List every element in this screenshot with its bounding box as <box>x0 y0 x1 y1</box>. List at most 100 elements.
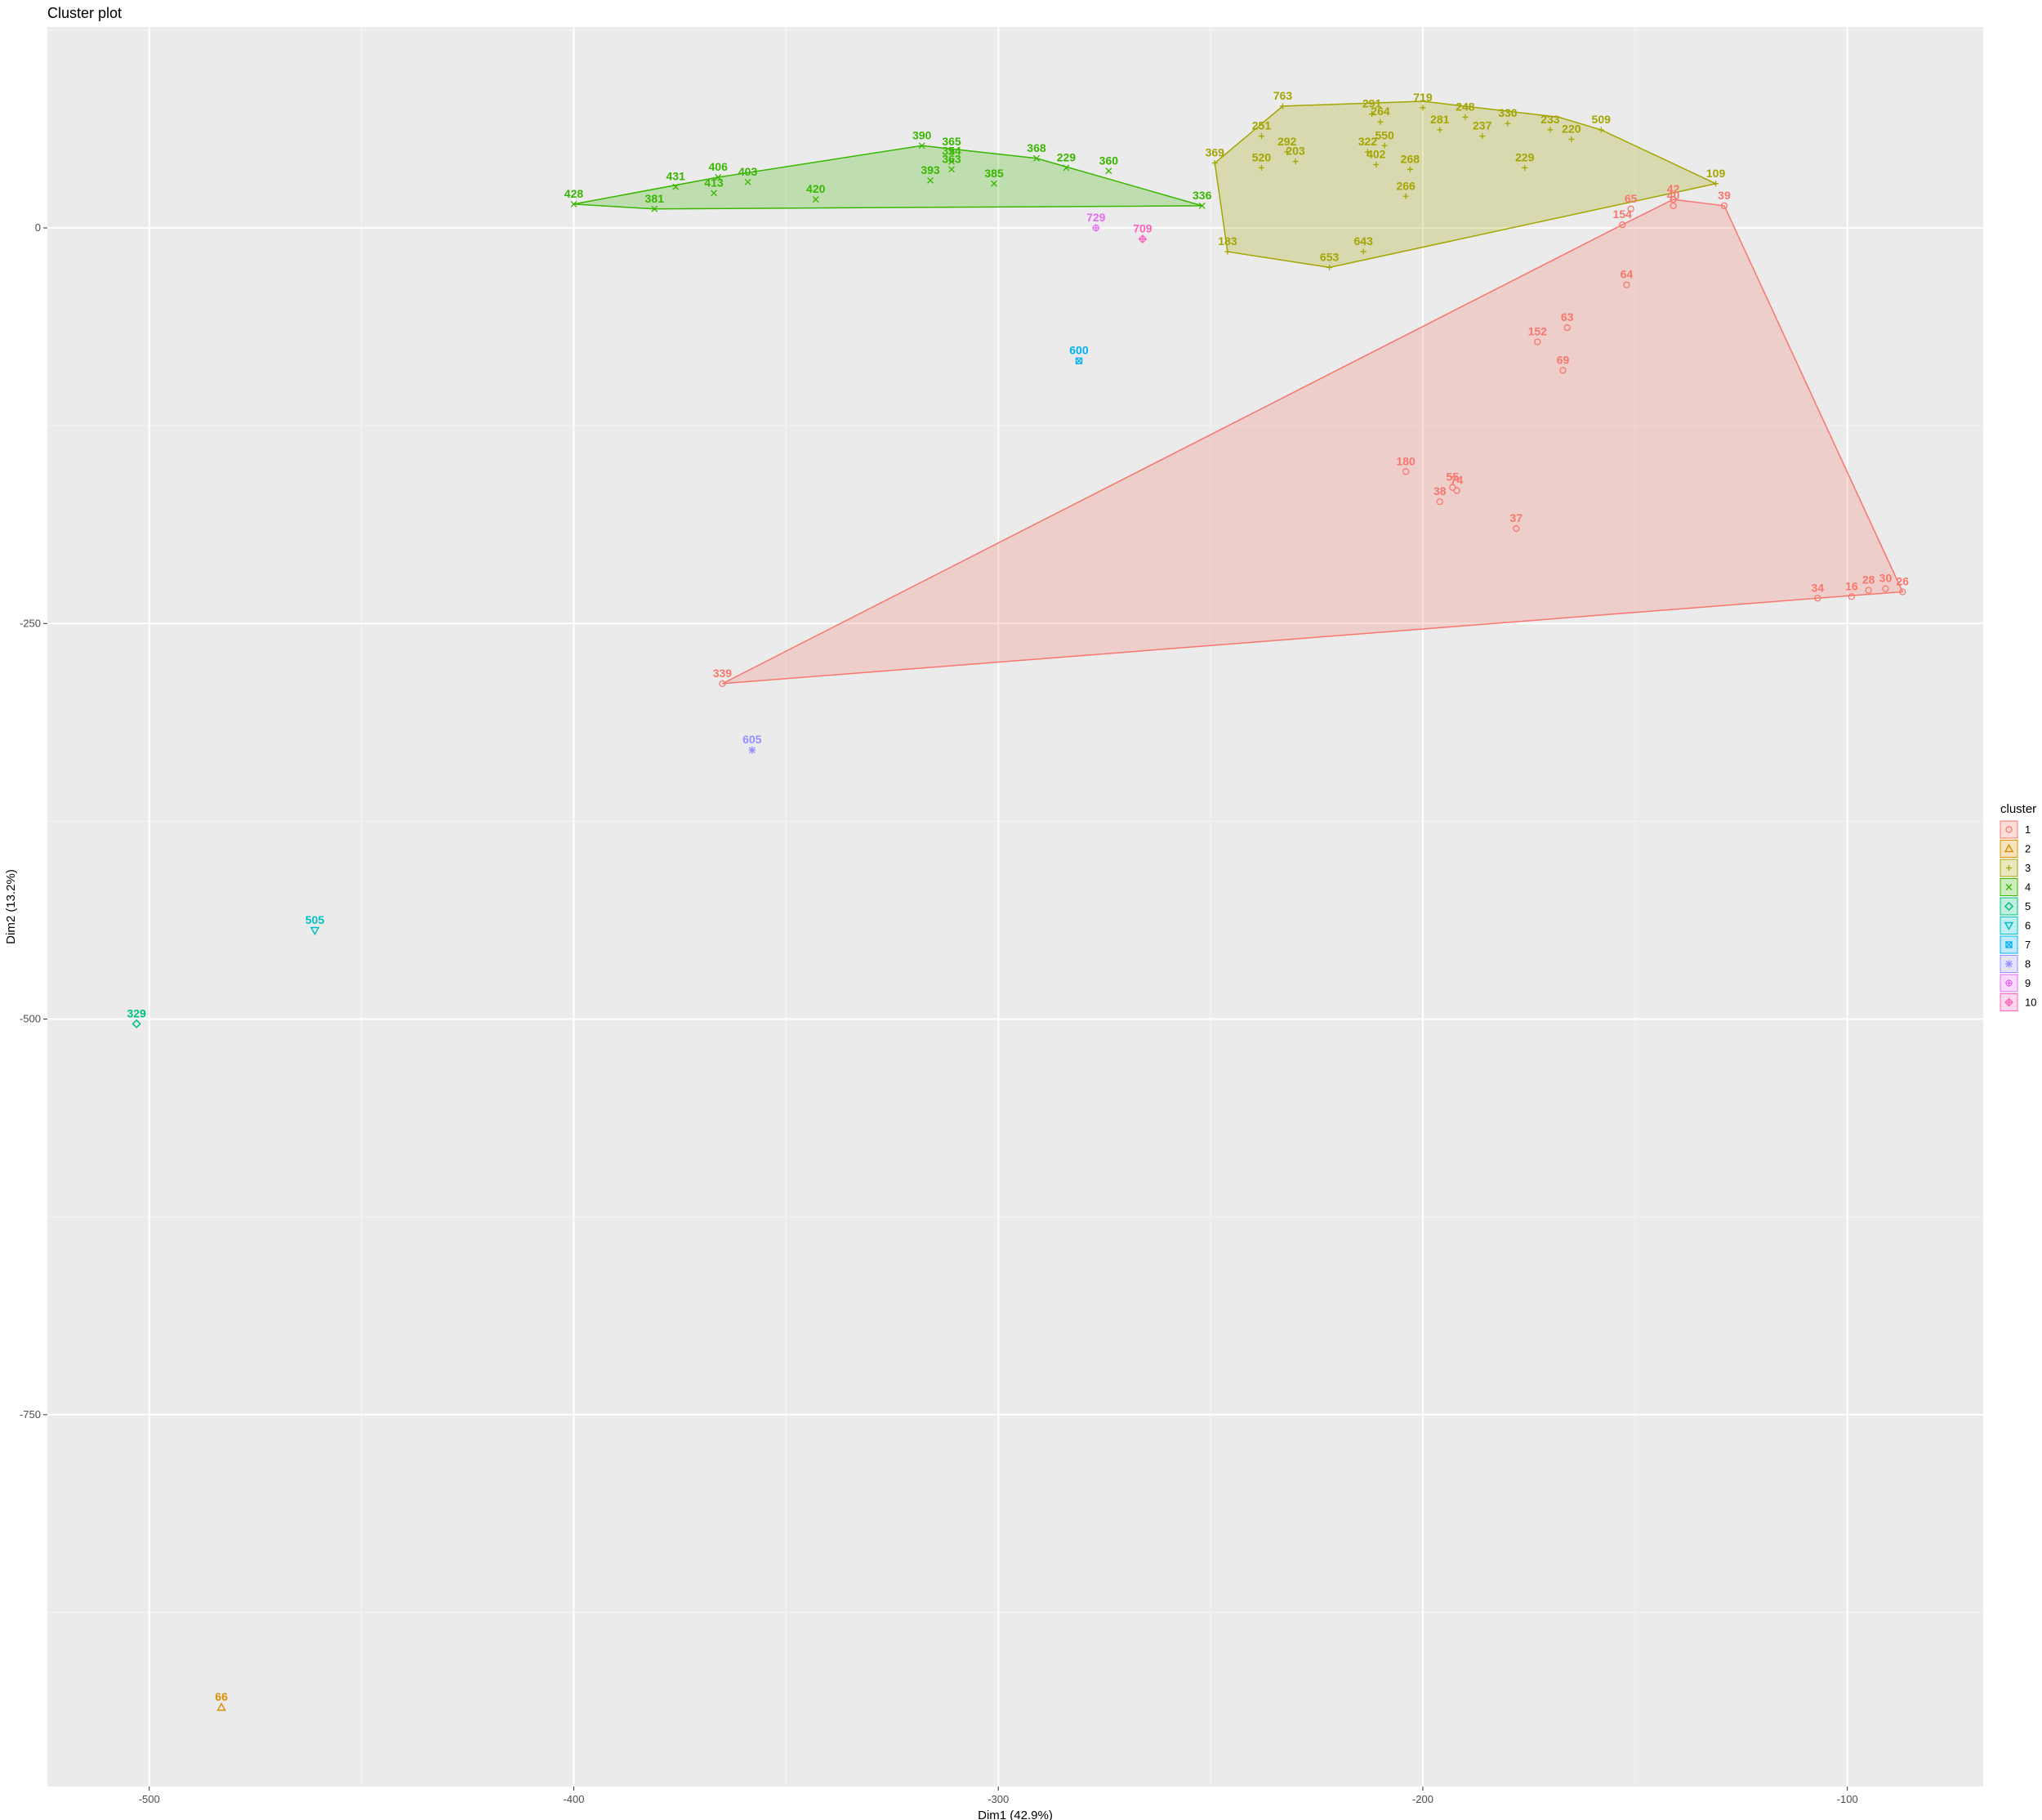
point-label: 322 <box>1358 135 1378 148</box>
point-label: 763 <box>1273 89 1293 102</box>
cluster-5-point <box>132 1019 141 1028</box>
y-tick-label: -500 <box>20 1013 41 1025</box>
cluster-4-point <box>1063 164 1070 172</box>
point-label: 385 <box>984 167 1004 180</box>
cluster-8-point <box>748 746 756 754</box>
point-label: 403 <box>738 165 758 178</box>
point-label: 709 <box>1133 222 1153 235</box>
cluster-3-point <box>1292 158 1299 165</box>
cluster-4-point <box>812 196 819 203</box>
legend-label-9: 9 <box>2025 977 2031 989</box>
cluster-6-point <box>310 926 320 936</box>
cluster-1-point <box>1865 587 1872 594</box>
cluster-1-point <box>1814 595 1821 602</box>
point-label: 183 <box>1218 234 1237 248</box>
point-label: 180 <box>1396 454 1416 467</box>
x-tick-label: -400 <box>563 1793 584 1805</box>
cluster-1-hull <box>722 199 1904 685</box>
cluster-1-point <box>1534 338 1541 346</box>
cluster-1-point <box>1449 484 1456 491</box>
cluster-4-point <box>948 158 955 165</box>
point-label: 420 <box>806 182 826 195</box>
cluster-4-point <box>715 174 722 181</box>
point-label: 428 <box>564 187 584 200</box>
chart-title: Cluster plot <box>47 5 122 21</box>
cluster-3-point <box>1211 160 1218 167</box>
cluster-4-point <box>948 149 955 155</box>
point-label: 39 <box>1718 189 1731 202</box>
point-label: 63 <box>1561 310 1574 323</box>
x-tick-label: -500 <box>139 1793 160 1805</box>
cluster-3-point <box>1373 162 1380 168</box>
cluster-4-point <box>1105 167 1112 175</box>
cluster-3-point <box>1522 164 1528 171</box>
point-label: 65 <box>1625 192 1638 205</box>
point-label: 154 <box>1613 207 1633 221</box>
point-label: 237 <box>1473 119 1492 132</box>
point-label: 653 <box>1320 250 1340 263</box>
cluster-3-point <box>1364 149 1371 155</box>
point-label: 550 <box>1375 128 1394 141</box>
point-label: 291 <box>1362 97 1382 110</box>
legend-symbol-7 <box>2005 941 2013 948</box>
point-label: 329 <box>127 1006 146 1019</box>
cluster-3-point <box>1279 103 1286 109</box>
cluster-4-point <box>918 142 925 149</box>
point-label: 719 <box>1413 91 1433 104</box>
legend-label-1: 1 <box>2025 823 2031 836</box>
point-label: 393 <box>921 163 940 176</box>
cluster-1-point <box>719 680 726 688</box>
y-tick-label: -250 <box>20 617 41 629</box>
point-label: 368 <box>1027 141 1046 154</box>
point-label: 281 <box>1430 113 1450 126</box>
point-label: 40 <box>1667 189 1680 202</box>
cluster-1-point <box>1627 205 1634 212</box>
legend: cluster 1 2 3 4 5 6 7 8 9 10 <box>2000 802 2036 1011</box>
point-label: 38 <box>1433 484 1447 497</box>
x-tick-label: -100 <box>1837 1793 1858 1805</box>
point-label: 339 <box>713 667 733 680</box>
cluster-3-point <box>1479 133 1486 140</box>
legend-label-10: 10 <box>2025 997 2036 1009</box>
cluster-1-point <box>1882 585 1889 592</box>
point-label: 66 <box>215 1690 228 1703</box>
point-label: 37 <box>1510 511 1523 524</box>
point-label: 251 <box>1252 119 1272 132</box>
cluster-4-point <box>1198 202 1206 209</box>
plot-panel <box>47 27 1983 1787</box>
legend-symbol-4 <box>2005 884 2013 890</box>
point-label: 69 <box>1557 353 1570 366</box>
point-label: 203 <box>1286 145 1305 158</box>
point-label: 369 <box>1206 146 1225 159</box>
point-label: 729 <box>1086 211 1106 224</box>
data-points <box>132 103 1906 1711</box>
point-label: 381 <box>645 192 665 205</box>
legend-label-2: 2 <box>2025 843 2031 855</box>
point-label: 292 <box>1277 135 1297 148</box>
y-tick-label: -750 <box>20 1408 41 1421</box>
point-label: 390 <box>912 128 932 141</box>
point-label: 233 <box>1540 113 1560 126</box>
cluster-3-point <box>1402 193 1409 199</box>
legend-key-6 <box>2000 917 2018 935</box>
cluster-3-point <box>1568 136 1575 143</box>
y-tick-label: 0 <box>35 221 41 234</box>
point-label: 266 <box>1396 179 1416 192</box>
point-label: 109 <box>1706 167 1726 180</box>
point-label: 30 <box>1879 572 1893 585</box>
cluster-3-point <box>1505 120 1511 127</box>
cluster-7-point <box>1075 357 1083 364</box>
cluster-4-point <box>651 205 658 212</box>
legend-label-6: 6 <box>2025 920 2031 932</box>
cluster-3-point <box>1381 142 1388 149</box>
cluster-3-point <box>1437 127 1443 133</box>
legend-title: cluster <box>2000 802 2036 816</box>
y-axis-ticks: 0 -250 -500 -750 <box>20 221 47 1421</box>
cluster-1-point <box>1619 221 1626 229</box>
legend-key-1 <box>2000 820 2018 839</box>
point-label: 406 <box>709 160 729 173</box>
x-axis-ticks: -500 -400 -300 -200 -100 <box>139 1787 1858 1805</box>
cluster-1-point <box>1848 593 1856 600</box>
